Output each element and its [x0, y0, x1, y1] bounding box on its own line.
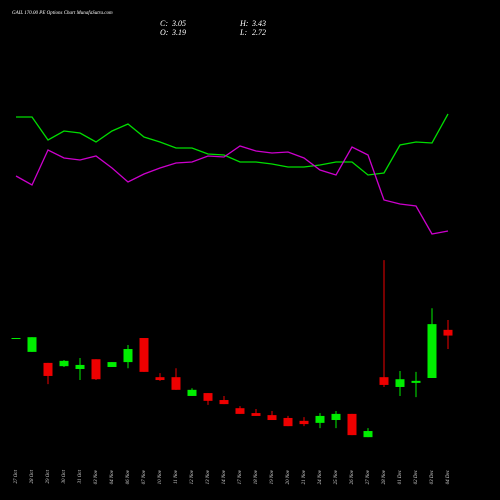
candle-body [267, 415, 277, 421]
x-tick-label: 14 Nov [222, 469, 227, 484]
indicator-line [15, 145, 449, 235]
x-tick-label: 31 Oct [78, 469, 83, 483]
high-label: H: [239, 19, 249, 28]
x-tick-label: 06 Nov [126, 469, 131, 484]
x-tick-label: 04 Nov [110, 469, 115, 484]
candle-body [59, 360, 69, 367]
x-tick-label: 30 Oct [62, 469, 67, 483]
x-tick-label: 11 Nov [174, 469, 179, 484]
x-tick-label: 19 Nov [270, 469, 275, 484]
x-tick-label: 10 Nov [158, 469, 163, 484]
x-tick-label: 03 Dec [430, 469, 435, 484]
candle-body [427, 324, 437, 378]
x-tick-label: 28 Oct [30, 469, 35, 483]
open-label: O: [160, 28, 169, 37]
candle-body [203, 393, 213, 401]
candle-body [171, 377, 181, 390]
x-tick-label: 27 Nov [366, 469, 371, 484]
candle-body [27, 337, 37, 352]
x-tick-label: 07 Nov [142, 469, 147, 484]
x-tick-label: 26 Nov [350, 469, 355, 484]
x-tick-label: 04 Dec [446, 469, 451, 484]
candle-body [331, 413, 341, 421]
close-value: 3.05 [171, 19, 186, 28]
low-value: 2.72 [252, 28, 266, 37]
candle-body [379, 377, 389, 385]
candle-body [251, 413, 261, 416]
candle-body [43, 362, 53, 376]
x-tick-label: 27 Oct [14, 469, 19, 483]
x-tick-label: 03 Nov [94, 469, 99, 484]
candle-body [363, 431, 373, 438]
candle-body [155, 377, 165, 381]
candle-body [411, 380, 421, 383]
x-tick-label: 01 Dec [398, 469, 403, 484]
x-tick-label: 25 Nov [334, 469, 339, 484]
candle-body [443, 329, 453, 336]
low-label: L: [239, 28, 247, 37]
high-value: 3.43 [251, 19, 266, 28]
chart-title: GAIL 170.00 PE Options Chart MunafaSutra… [12, 11, 113, 16]
x-tick-label: 17 Nov [238, 469, 243, 484]
x-tick-label: 24 Nov [318, 469, 323, 484]
x-tick-label: 18 Nov [254, 469, 259, 484]
candle-body [11, 338, 21, 340]
x-tick-label: 21 Nov [302, 469, 307, 484]
candle-body [107, 362, 117, 367]
x-tick-label: 13 Nov [206, 469, 211, 484]
candle-body [347, 413, 357, 436]
candle-body [75, 364, 85, 370]
x-tick-label: 20 Nov [286, 469, 291, 484]
x-tick-label: 12 Nov [190, 469, 195, 484]
x-tick-label: 02 Dec [414, 469, 419, 484]
candle-body [139, 338, 149, 372]
candle-body [187, 389, 197, 396]
candle-body [315, 415, 325, 423]
x-tick-label: 28 Nov [382, 469, 387, 484]
candle-body [395, 379, 405, 387]
x-tick-label: 29 Oct [46, 469, 51, 483]
open-value: 3.19 [171, 28, 186, 37]
indicator-line [16, 113, 449, 176]
candle-body [299, 420, 309, 425]
close-label: C: [160, 19, 168, 28]
candle-body [123, 349, 133, 363]
candle-body [91, 359, 101, 380]
candle-body [219, 400, 229, 405]
candle-body [283, 417, 293, 427]
candle-body [235, 408, 245, 414]
